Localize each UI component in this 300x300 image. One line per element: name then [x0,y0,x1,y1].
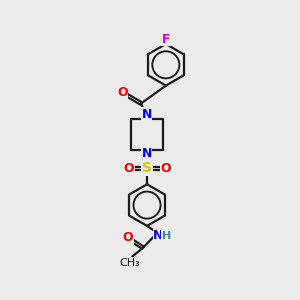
Text: S: S [142,161,152,176]
Text: H: H [162,231,171,241]
Text: O: O [123,161,134,175]
Text: F: F [162,32,170,46]
Text: O: O [160,161,171,175]
Text: O: O [122,231,133,244]
Text: N: N [153,229,164,242]
Text: O: O [117,85,128,99]
Text: CH₃: CH₃ [120,257,141,268]
Text: N: N [141,108,152,121]
Text: N: N [141,148,152,160]
